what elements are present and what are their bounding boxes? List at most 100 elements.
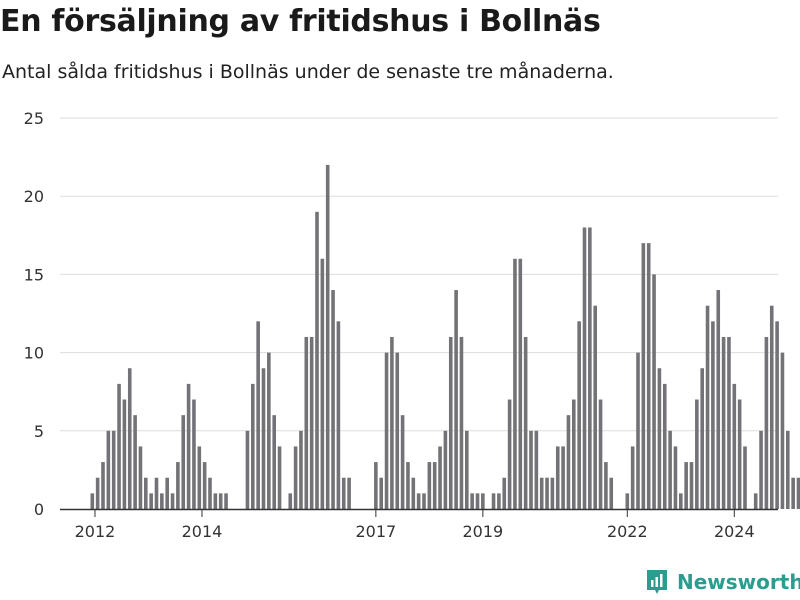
bar [438, 446, 442, 509]
bar [251, 383, 255, 509]
bar [202, 462, 207, 509]
bar [299, 430, 303, 509]
bar [684, 462, 688, 509]
x-tick-label: 2017 [355, 522, 396, 541]
bar [197, 446, 202, 509]
chart-subtitle: Antal sålda fritidshus i Bollnäs under d… [2, 61, 614, 83]
bar [534, 430, 539, 509]
bar [646, 243, 651, 509]
bar [432, 462, 437, 509]
bar [673, 446, 678, 509]
chart-title: En försäljning av fritidshus i Bollnäs [0, 4, 601, 39]
bar [780, 352, 785, 509]
bar [293, 446, 298, 509]
bar [625, 493, 630, 509]
bar [122, 399, 127, 509]
bar [304, 336, 309, 509]
bar [582, 227, 587, 510]
bar [288, 493, 293, 509]
bar [443, 430, 448, 509]
bar [668, 430, 672, 509]
y-tick-label: 20 [24, 187, 44, 206]
bar [561, 446, 565, 509]
bar [588, 227, 592, 510]
y-axis-ticks: 0 5 10 15 20 25 [24, 109, 44, 519]
bar [732, 383, 737, 509]
bar [395, 352, 400, 509]
bar [454, 290, 458, 509]
bar [604, 462, 608, 509]
x-tick-label: 2024 [714, 522, 755, 541]
bar [379, 477, 383, 509]
bar [775, 321, 779, 509]
bar [336, 321, 341, 509]
bar [384, 352, 389, 509]
bar [272, 415, 276, 509]
bar [325, 164, 330, 510]
bar [743, 446, 747, 509]
bar [347, 477, 351, 509]
y-tick-label: 5 [34, 422, 44, 441]
bar [700, 368, 704, 509]
bar [95, 477, 100, 509]
bar [791, 477, 795, 509]
bar [261, 368, 266, 509]
bars [90, 164, 800, 510]
bar [753, 493, 758, 509]
bar [577, 321, 581, 509]
bar [523, 336, 528, 509]
bar [144, 477, 148, 509]
bar [796, 477, 800, 509]
bar [481, 493, 485, 509]
y-tick-label: 10 [24, 344, 44, 363]
bar [679, 493, 683, 509]
bar [138, 446, 143, 509]
bar [609, 477, 614, 509]
bar [320, 258, 325, 509]
bar [657, 368, 662, 509]
bar [374, 462, 378, 509]
bar [630, 446, 635, 509]
x-tick-label: 2019 [462, 522, 503, 541]
bar [459, 336, 464, 509]
bar [106, 430, 111, 509]
brand-name: Newsworthy [677, 570, 800, 594]
bar [759, 430, 763, 509]
bar [448, 336, 453, 509]
bar [769, 305, 774, 509]
bar [213, 493, 218, 509]
bar [764, 336, 769, 509]
bar [176, 462, 180, 509]
bar [170, 493, 175, 509]
bar [267, 352, 271, 509]
bar [518, 258, 523, 509]
x-axis-ticks: 2012 2014 2017 2019 2022 2024 [75, 510, 755, 541]
bar [406, 462, 410, 509]
bar [470, 493, 474, 509]
x-tick-label: 2014 [182, 522, 223, 541]
bar [111, 430, 116, 509]
bar [491, 493, 496, 509]
bar [224, 493, 228, 509]
bar [662, 383, 667, 509]
bar [598, 399, 603, 509]
bar [127, 368, 132, 509]
y-tick-label: 0 [34, 500, 44, 519]
bar [737, 399, 742, 509]
bar [786, 430, 790, 509]
bar [566, 415, 571, 509]
y-tick-label: 15 [24, 265, 44, 284]
bar [149, 493, 153, 509]
bar [513, 258, 517, 509]
bar [341, 477, 346, 509]
bar [555, 446, 560, 509]
bar [721, 336, 726, 509]
bar [641, 243, 646, 509]
bar [572, 399, 576, 509]
bar [416, 493, 421, 509]
bar [245, 430, 250, 509]
bar [689, 462, 694, 509]
bar [529, 430, 533, 509]
bar [652, 274, 656, 509]
